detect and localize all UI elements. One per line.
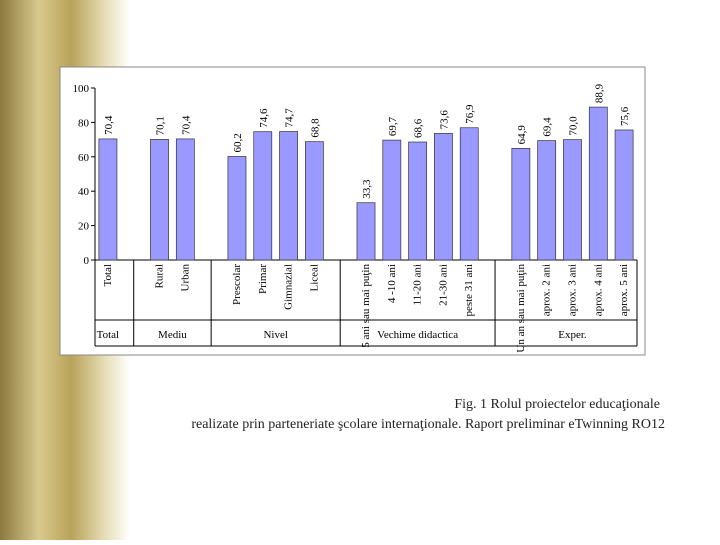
group-label: Total [97, 329, 119, 341]
x-tick-label: peste 31 ani [463, 264, 475, 317]
x-tick-label: Urban [179, 264, 191, 292]
bar [150, 139, 169, 261]
value-label: 74,7 [284, 108, 296, 128]
x-tick-label: 4 -10 ani [386, 264, 398, 303]
bar [459, 127, 479, 261]
x-tick-label: aprox. 4 ani [592, 264, 604, 316]
y-tick-label: 40 [78, 186, 90, 198]
bar [382, 139, 402, 261]
group-label: Mediu [158, 329, 187, 341]
value-label: 75,6 [619, 106, 631, 126]
value-label: 60,2 [232, 133, 244, 152]
y-tick-label: 0 [84, 255, 90, 267]
x-tick-label: Gimnazial [283, 264, 295, 310]
value-label: 70,1 [155, 116, 167, 135]
bar [175, 138, 195, 261]
y-tick-label: 80 [78, 117, 90, 129]
value-label: 68,8 [309, 118, 321, 138]
value-label: 70,0 [567, 116, 579, 136]
value-label: 74,6 [258, 108, 270, 128]
x-tick-label: Un an sau mai puţin [515, 264, 527, 353]
bar [98, 138, 118, 261]
bar [537, 140, 557, 261]
group-label: Vechime didactica [377, 329, 458, 341]
caption-line: Fig. 1 Rolul proiectelor educaţionale [454, 397, 660, 412]
bar [563, 139, 582, 261]
group-label: Nivel [263, 329, 287, 341]
value-label: 76,9 [464, 104, 476, 124]
value-label: 70,4 [103, 115, 115, 135]
x-tick-label: Prescolar [231, 264, 243, 305]
y-tick-label: 60 [78, 152, 90, 164]
value-label: 33,3 [361, 179, 373, 199]
y-tick-label: 20 [78, 221, 90, 233]
chart-frame [59, 66, 646, 356]
x-tick-label: aprox. 2 ani [541, 264, 553, 316]
bar [279, 131, 298, 261]
x-tick-label: Rural [154, 264, 166, 288]
value-label: 69,4 [542, 117, 554, 137]
bar [227, 156, 247, 261]
group-label: Exper. [558, 329, 587, 341]
bar [253, 131, 273, 261]
bar [614, 129, 634, 261]
value-label: 73,6 [438, 110, 450, 130]
x-tick-label: aprox. 3 ani [566, 264, 578, 316]
x-tick-label: 21-30 ani [437, 264, 449, 306]
value-label: 69,7 [387, 116, 399, 136]
bar [408, 141, 428, 261]
y-tick-label: 100 [73, 83, 90, 95]
value-label: 68,6 [413, 118, 425, 138]
x-tick-label: Total [102, 264, 114, 286]
value-label: 64,9 [516, 125, 528, 145]
bar [511, 148, 531, 261]
value-label: 88,9 [593, 83, 605, 103]
caption-line: realizate prin parteneriate şcolare inte… [191, 417, 665, 432]
x-tick-label: Liceal [308, 264, 320, 291]
x-tick-label: 5 ani sau mai puţin [360, 264, 372, 348]
bar [356, 202, 376, 261]
bar [588, 106, 608, 261]
bar [434, 133, 453, 261]
x-tick-label: 11-20 ani [412, 264, 424, 305]
x-tick-label: aprox. 5 ani [618, 264, 630, 316]
value-label: 70,4 [180, 115, 192, 135]
x-tick-label: Primar [257, 264, 269, 294]
bar [304, 141, 324, 261]
